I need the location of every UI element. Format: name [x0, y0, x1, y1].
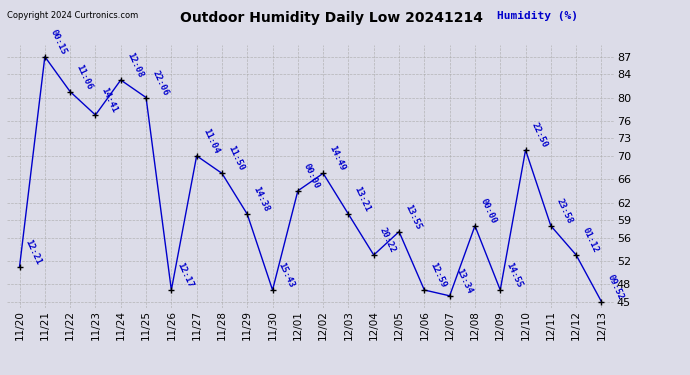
Text: 13:21: 13:21: [353, 185, 372, 213]
Text: 01:12: 01:12: [580, 226, 600, 254]
Text: 22:06: 22:06: [150, 69, 170, 97]
Text: 22:50: 22:50: [530, 121, 549, 149]
Text: 11:04: 11:04: [201, 127, 220, 155]
Text: 23:58: 23:58: [555, 197, 575, 225]
Text: 20:22: 20:22: [378, 226, 397, 254]
Text: Outdoor Humidity Daily Low 20241214: Outdoor Humidity Daily Low 20241214: [179, 11, 483, 25]
Text: 12:17: 12:17: [175, 261, 195, 289]
Text: 12:08: 12:08: [125, 51, 144, 79]
Text: 00:00: 00:00: [302, 162, 322, 190]
Text: 14:55: 14:55: [504, 261, 524, 289]
Text: Copyright 2024 Curtronics.com: Copyright 2024 Curtronics.com: [7, 11, 138, 20]
Text: 11:50: 11:50: [226, 144, 246, 172]
Text: 14:49: 14:49: [327, 144, 347, 172]
Text: 13:34: 13:34: [454, 267, 473, 295]
Text: 15:43: 15:43: [277, 261, 296, 289]
Text: 12:21: 12:21: [23, 238, 43, 266]
Text: 14:38: 14:38: [251, 185, 271, 213]
Text: 00:00: 00:00: [479, 197, 499, 225]
Text: Humidity (%): Humidity (%): [497, 11, 578, 21]
Text: 09:52: 09:52: [606, 273, 625, 301]
Text: 12:59: 12:59: [428, 261, 448, 289]
Text: 14:41: 14:41: [99, 86, 119, 114]
Text: 13:55: 13:55: [403, 203, 423, 231]
Text: 11:06: 11:06: [75, 63, 94, 91]
Text: 00:15: 00:15: [49, 28, 68, 56]
